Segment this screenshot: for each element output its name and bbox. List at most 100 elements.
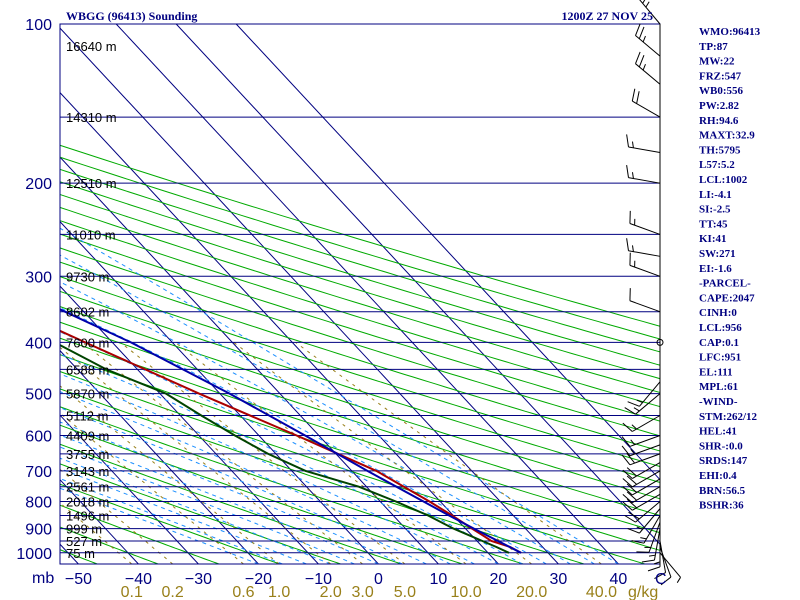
- dry-adiabat-line: [60, 156, 660, 340]
- barb-staff: [629, 300, 661, 313]
- mixing-ratio-line: [60, 385, 280, 564]
- height-label: 527 m: [66, 534, 102, 549]
- index-line: CAP:0.1: [699, 337, 739, 349]
- barb-flag: [627, 401, 640, 407]
- sounding-profiles: [60, 308, 522, 554]
- index-line: EL:111: [699, 366, 733, 378]
- isotherm-line: [60, 285, 319, 564]
- barb-staff: [632, 478, 661, 496]
- index-line: SHR-:0.0: [699, 440, 743, 452]
- index-line: MW:22: [699, 56, 735, 68]
- temp-tick-label: 40: [610, 571, 628, 588]
- pressure-label: 100: [25, 17, 52, 34]
- index-line: SW:271: [699, 248, 736, 260]
- barb-flag: [621, 436, 631, 447]
- index-line: TT:45: [699, 218, 728, 230]
- dry-adiabat-line: [60, 388, 585, 564]
- wind-barb: [622, 493, 661, 511]
- dry-adiabat-line: [60, 193, 660, 380]
- temp-tick-label: −50: [65, 571, 92, 588]
- pressure-label: 1000: [16, 546, 52, 563]
- wind-barb: [622, 462, 661, 479]
- dry-adiabat-line: [60, 321, 660, 517]
- height-label: 1496 m: [66, 508, 109, 523]
- barb-half-flag: [645, 1, 650, 8]
- isotherm-line: [60, 156, 439, 564]
- moist-adiabat-line: [60, 373, 475, 564]
- dry-adiabat-line: [60, 144, 660, 327]
- barb-staff: [639, 381, 661, 407]
- barb-flag: [626, 467, 637, 477]
- barb-staff: [632, 100, 661, 118]
- barb-staff: [648, 521, 661, 553]
- barb-flag: [626, 165, 629, 178]
- pressure-label: 900: [25, 522, 52, 539]
- index-line: LI:-4.1: [699, 189, 732, 201]
- barb-flag: [635, 23, 641, 36]
- index-line: TP:87: [699, 41, 728, 53]
- mixing-ratio-labels: 0.1 0.2 0.6 1.0 2.0 3.0 5.0 10.0 20.0 40.0: [121, 584, 617, 600]
- index-line: STM:262/12: [699, 411, 758, 423]
- barb-staff: [635, 393, 661, 415]
- temp-tick-label: −40: [125, 571, 152, 588]
- barb-flag: [622, 469, 633, 479]
- barb-staff: [629, 435, 661, 447]
- dry-adiabat-line: [60, 463, 341, 564]
- isotherm-line: [60, 349, 259, 564]
- wind-barb: [631, 515, 661, 544]
- dry-adiabat-line: [60, 354, 660, 551]
- dry-adiabat-line: [60, 247, 660, 437]
- barb-flag: [624, 515, 636, 523]
- isobar-lines: [60, 24, 660, 554]
- index-line: BSHR:36: [699, 500, 744, 512]
- barb-staff: [632, 415, 661, 432]
- isotherm-line: [60, 414, 199, 564]
- height-label: 16640 m: [66, 39, 117, 54]
- wind-barb: [629, 210, 661, 235]
- mixing-ratio-label: 5.0: [394, 584, 416, 600]
- barb-flag: [626, 238, 629, 251]
- barb-flag: [636, 91, 640, 104]
- barb-flag: [654, 572, 666, 579]
- index-line: LCL:1002: [699, 174, 748, 186]
- height-label: 2018 m: [66, 495, 109, 510]
- wind-barb: [631, 88, 661, 118]
- moist-adiabat-line: [60, 391, 451, 564]
- wind-barb: [639, 0, 661, 25]
- height-label: 3143 m: [66, 464, 109, 479]
- barb-staff: [643, 515, 661, 544]
- dry-adiabat-line: [60, 276, 660, 468]
- barb-half-flag: [631, 141, 634, 148]
- barb-half-flag: [642, 35, 646, 43]
- barb-flag: [622, 501, 633, 511]
- mixing-ratio-label: 1.0: [268, 584, 290, 600]
- barb-half-flag: [648, 554, 656, 557]
- barb-flag: [622, 493, 633, 504]
- barb-flag: [635, 51, 641, 64]
- wind-barb: [622, 478, 661, 496]
- wind-barb: [624, 501, 661, 523]
- wind-barb: [621, 444, 661, 457]
- mixing-ratio-label: 10.0: [450, 584, 481, 600]
- index-line: LCL:956: [699, 322, 742, 334]
- mixing-ratio-label: 0.6: [232, 584, 254, 600]
- height-label: 5870 m: [66, 387, 109, 402]
- wind-barb: [621, 435, 661, 447]
- index-line: PW:2.82: [699, 100, 740, 112]
- temp-unit-label: C: [655, 571, 667, 588]
- pressure-label: 800: [25, 495, 52, 512]
- chart-title: WBGG (96413) Sounding: [66, 9, 197, 23]
- pressure-label: 600: [25, 428, 52, 445]
- height-label: 75 m: [66, 546, 95, 561]
- barb-half-flag: [642, 64, 646, 71]
- barb-flag: [626, 483, 637, 493]
- height-label: 2561 m: [66, 480, 109, 495]
- moist-adiabat-line: [60, 281, 571, 564]
- temp-tick-label: 0: [374, 571, 383, 588]
- barb-flag: [621, 445, 631, 457]
- barb-staff: [629, 453, 661, 466]
- moist-adiabat-lines: [60, 227, 619, 564]
- barb-flag: [622, 422, 633, 432]
- mixing-ratio-label: 0.1: [121, 584, 143, 600]
- dry-adiabat-line: [60, 337, 660, 534]
